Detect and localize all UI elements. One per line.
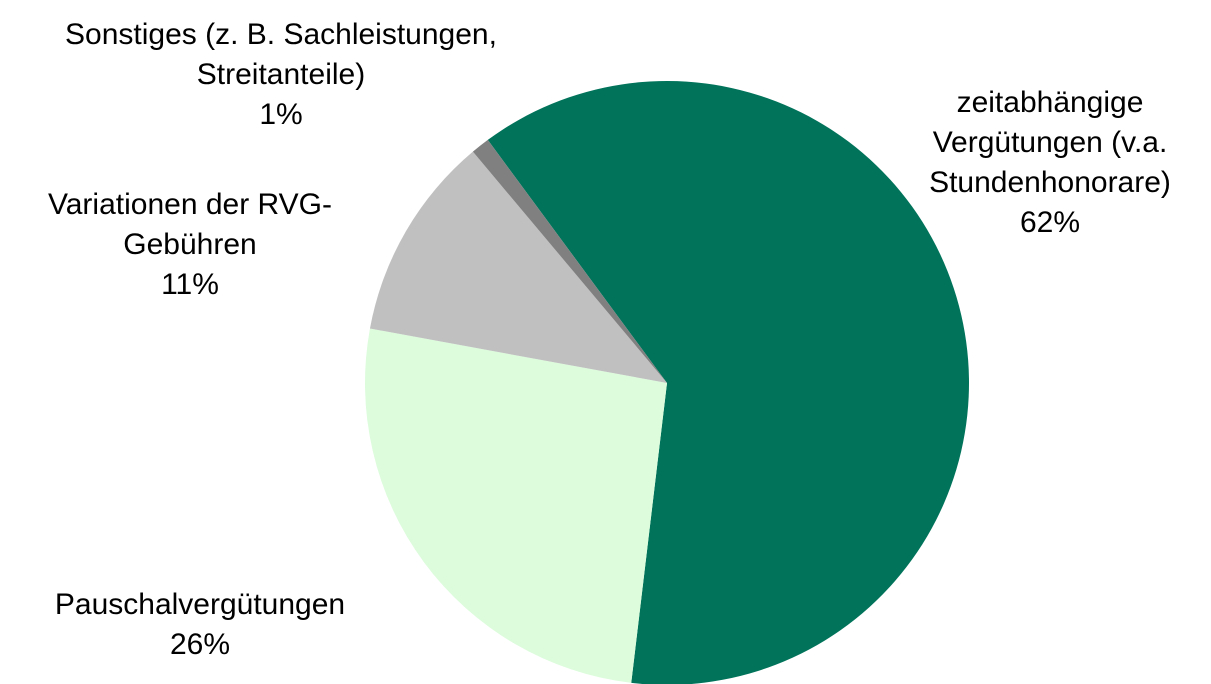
pie-slice xyxy=(369,151,667,383)
slice-label: Sonstiges (z. B. Sachleistungen, Streita… xyxy=(1,15,561,135)
pie-slice xyxy=(487,81,969,684)
value-label: 1% xyxy=(259,98,303,131)
slice-label: Variationen der RVG-Gebühren 11% xyxy=(8,185,373,305)
category-label: Pauschalvergütungen xyxy=(54,588,346,621)
pie-slice xyxy=(472,139,667,383)
category-label: Sonstiges (z. B. Sachleistungen, Streita… xyxy=(65,18,497,91)
value-label: 62% xyxy=(1019,206,1081,239)
pie-slice xyxy=(365,328,667,683)
value-label: 11% xyxy=(161,268,219,301)
value-label: 26% xyxy=(169,628,231,661)
category-label: Variationen der RVG-Gebühren xyxy=(47,188,333,261)
slice-label: zeitabhängige Vergütungen (v.a. Stundenh… xyxy=(905,83,1195,243)
category-label: zeitabhängige Vergütungen (v.a. Stundenh… xyxy=(929,86,1171,199)
slice-label: Pauschalvergütungen 26% xyxy=(0,585,400,665)
